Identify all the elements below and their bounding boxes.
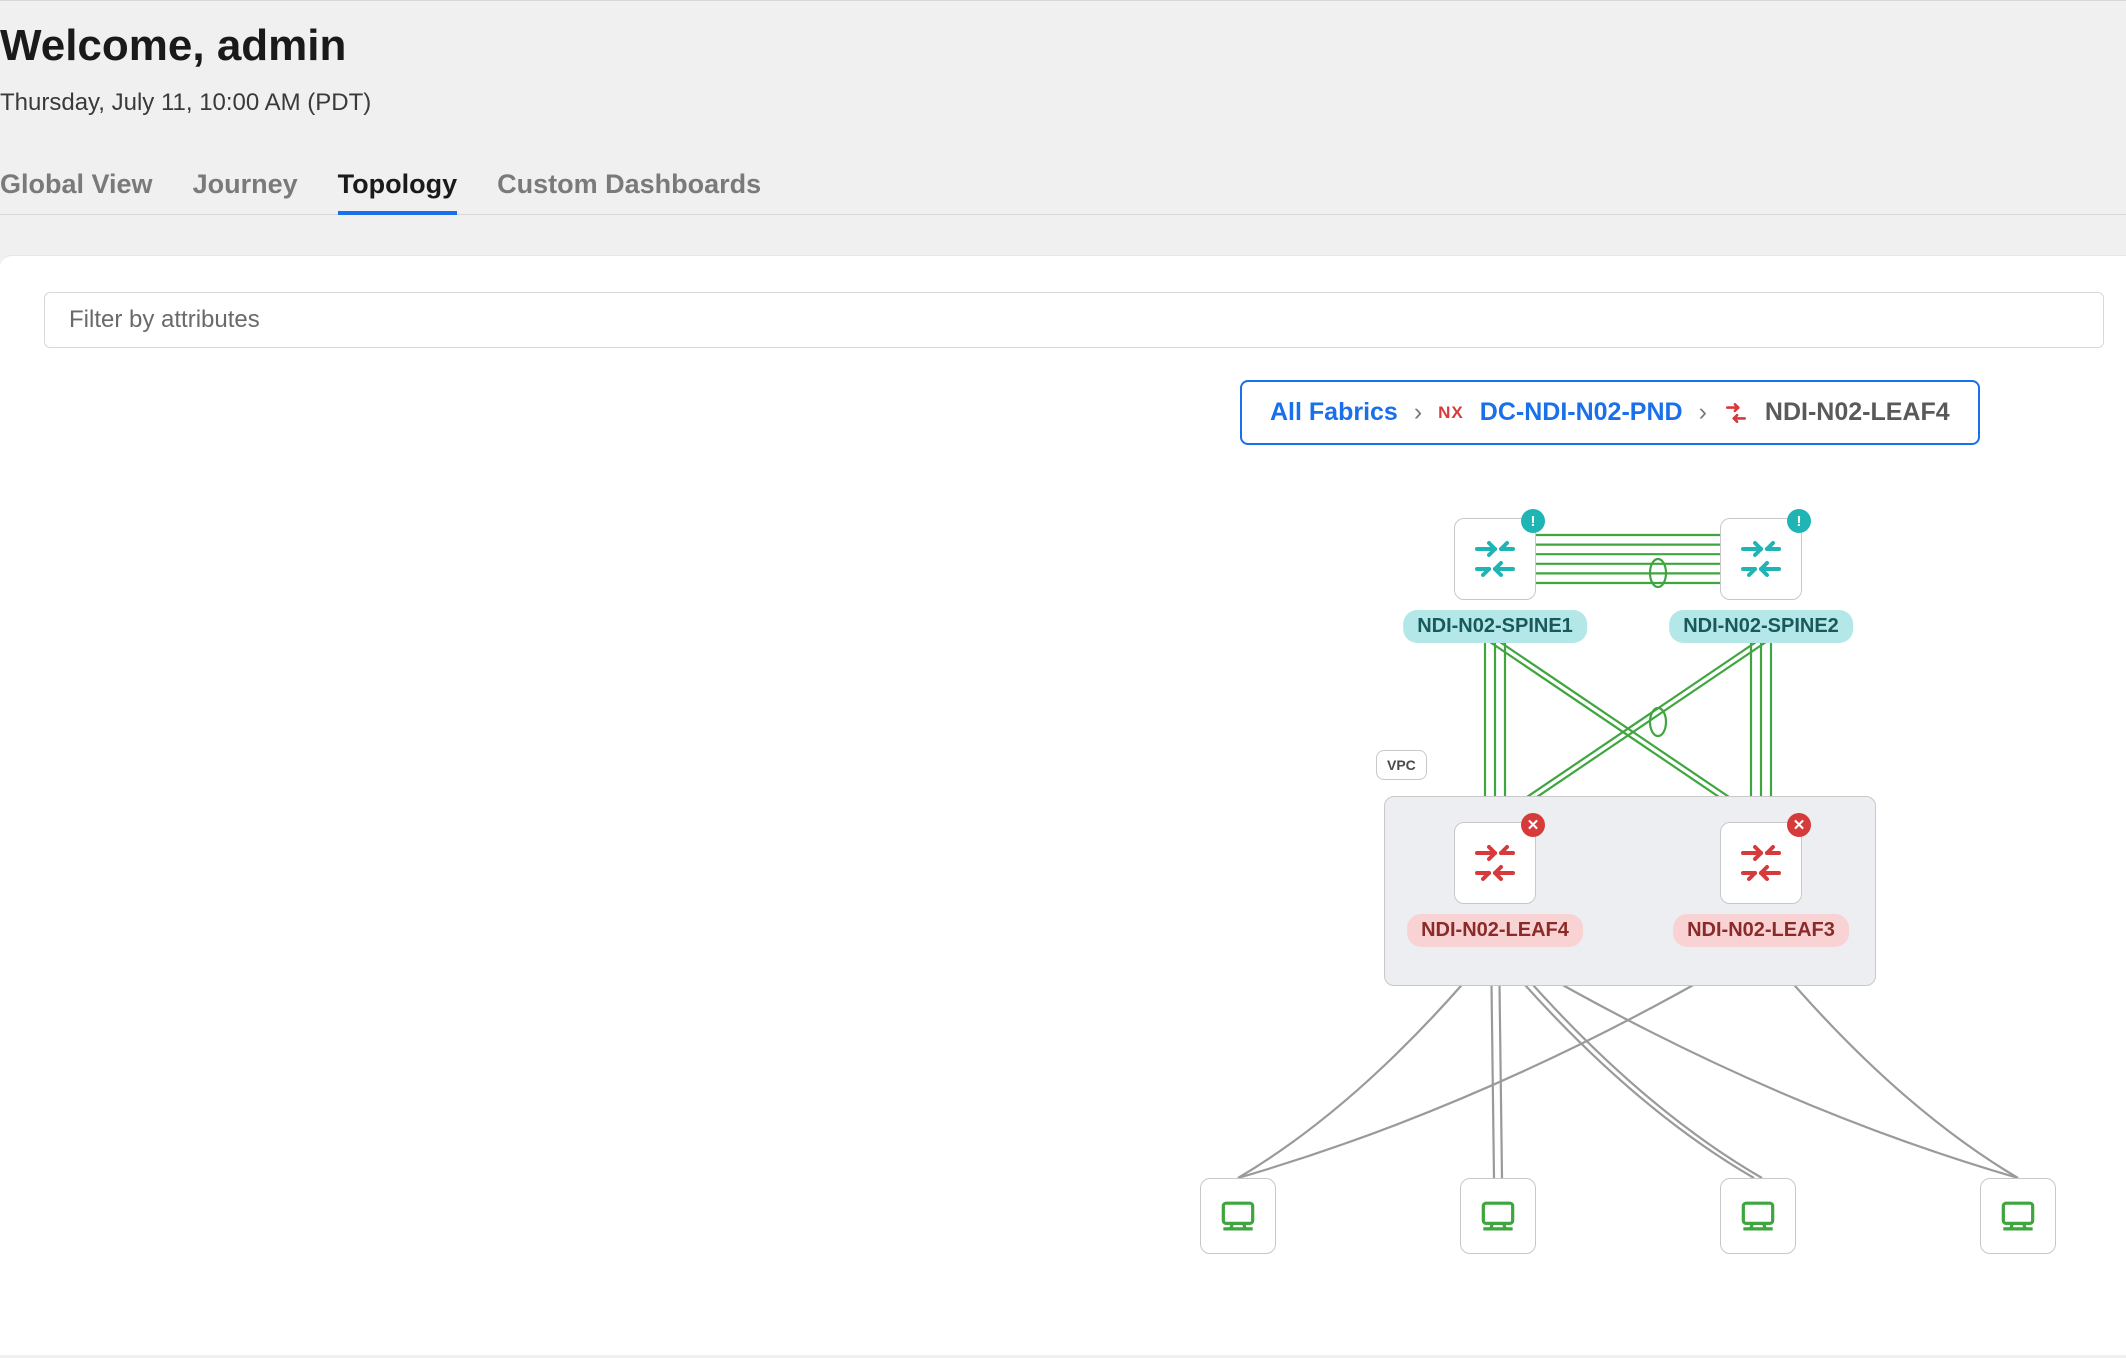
chevron-right-icon: › (1699, 398, 1707, 427)
switch-icon (1723, 400, 1749, 426)
node-label-spine1: NDI-N02-SPINE1 (1403, 610, 1587, 643)
tabs: Global View Journey Topology Custom Dash… (0, 157, 2126, 215)
node-host3[interactable] (1720, 1178, 1796, 1254)
node-leaf4[interactable]: ✕ (1454, 822, 1536, 904)
header: Welcome, admin Thursday, July 11, 10:00 … (0, 0, 2126, 215)
node-label-leaf3: NDI-N02-LEAF3 (1673, 914, 1849, 947)
node-label-leaf4: NDI-N02-LEAF4 (1407, 914, 1583, 947)
node-spine1[interactable]: ! (1454, 518, 1536, 600)
topology-canvas: VPC ! NDI-N02-SPINE1 ! NDI-N02-SPINE2 ✕ NDI… (1180, 486, 2100, 1306)
breadcrumb-fabric[interactable]: DC-NDI-N02-PND (1480, 398, 1683, 427)
error-badge-icon: ✕ (1787, 813, 1811, 837)
breadcrumb: All Fabrics › NX DC-NDI-N02-PND › NDI-N0… (1240, 380, 1980, 445)
node-leaf3[interactable]: ✕ (1720, 822, 1802, 904)
page-title: Welcome, admin (0, 21, 2126, 71)
nx-badge: NX (1438, 403, 1464, 423)
tab-custom-dashboards[interactable]: Custom Dashboards (497, 157, 761, 214)
filter-input[interactable] (44, 292, 2104, 348)
error-badge-icon: ✕ (1521, 813, 1545, 837)
tab-journey[interactable]: Journey (193, 157, 298, 214)
vpc-label: VPC (1376, 750, 1427, 780)
breadcrumb-current: NDI-N02-LEAF4 (1765, 398, 1950, 427)
datetime-label: Thursday, July 11, 10:00 AM (PDT) (0, 89, 2126, 117)
node-spine2[interactable]: ! (1720, 518, 1802, 600)
content-panel: All Fabrics › NX DC-NDI-N02-PND › NDI-N0… (0, 255, 2126, 1355)
breadcrumb-all-fabrics[interactable]: All Fabrics (1270, 398, 1398, 427)
tab-global-view[interactable]: Global View (0, 157, 153, 214)
chevron-right-icon: › (1414, 398, 1422, 427)
node-host1[interactable] (1200, 1178, 1276, 1254)
node-host4[interactable] (1980, 1178, 2056, 1254)
info-badge-icon: ! (1787, 509, 1811, 533)
node-host2[interactable] (1460, 1178, 1536, 1254)
tab-topology[interactable]: Topology (338, 157, 457, 214)
info-badge-icon: ! (1521, 509, 1545, 533)
node-label-spine2: NDI-N02-SPINE2 (1669, 610, 1853, 643)
